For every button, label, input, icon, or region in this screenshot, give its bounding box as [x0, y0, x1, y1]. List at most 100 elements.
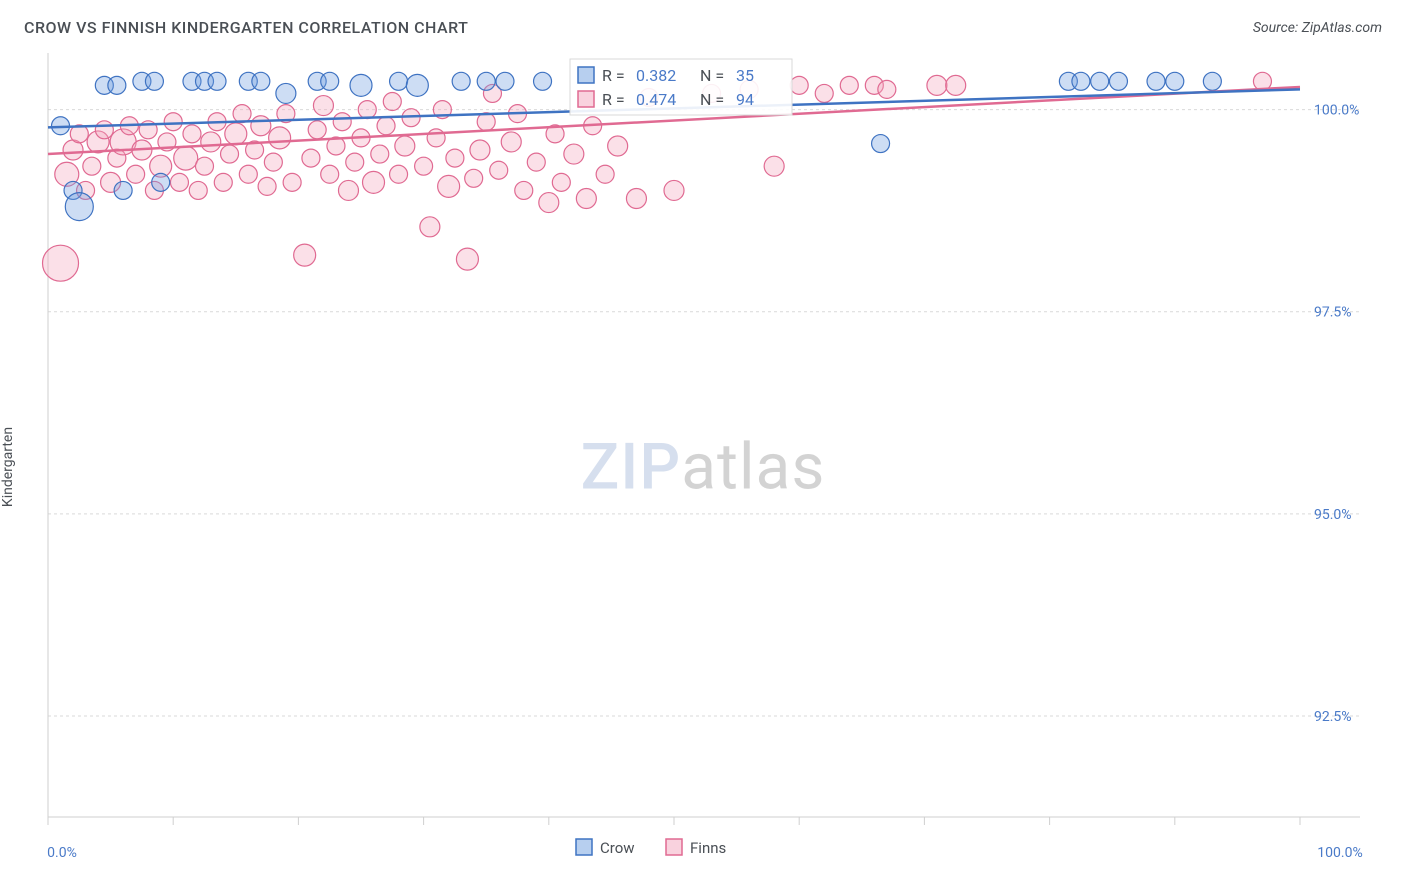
data-point [350, 74, 372, 96]
data-point [446, 149, 464, 167]
data-point [174, 146, 198, 170]
data-point [371, 145, 389, 163]
data-point [878, 80, 896, 98]
data-point [564, 144, 584, 164]
svg-text:N =: N = [700, 66, 724, 85]
data-point [251, 116, 271, 136]
scatter-chart: 100.0%97.5%95.0%92.5%0.0%100.0%R = 0.382… [0, 47, 1406, 887]
data-point [840, 76, 858, 94]
data-point [427, 129, 445, 147]
data-point [415, 157, 433, 175]
data-point [221, 145, 239, 163]
svg-text:N =: N = [700, 90, 724, 109]
data-point [189, 181, 207, 199]
data-point [152, 173, 170, 191]
y-axis-label: Kindergarten [0, 427, 16, 507]
legend-swatch [666, 839, 682, 855]
data-point [276, 83, 296, 103]
data-point [477, 72, 495, 90]
data-point [420, 217, 440, 237]
data-point [539, 193, 559, 213]
data-point [264, 153, 282, 171]
data-point [313, 96, 333, 116]
svg-text:94: 94 [736, 90, 754, 109]
data-point [170, 173, 188, 191]
data-point [346, 153, 364, 171]
data-point [65, 193, 93, 221]
legend-swatch [576, 839, 592, 855]
svg-text:100.0%: 100.0% [1317, 845, 1362, 861]
svg-text:0.0%: 0.0% [47, 845, 77, 861]
data-point [333, 113, 351, 131]
data-point [764, 156, 784, 176]
data-point [95, 121, 113, 139]
data-point [201, 132, 221, 152]
data-point [576, 189, 596, 209]
data-point [1109, 72, 1127, 90]
data-point [377, 117, 395, 135]
svg-text:0.382: 0.382 [636, 66, 676, 85]
chart-area: Kindergarten 100.0%97.5%95.0%92.5%0.0%10… [0, 47, 1406, 887]
data-point [406, 74, 428, 96]
data-point [269, 127, 291, 149]
data-point [515, 181, 533, 199]
data-point [438, 175, 460, 197]
data-point [465, 169, 483, 187]
data-point [815, 84, 833, 102]
legend-label: Crow [600, 839, 635, 857]
svg-text:35: 35 [736, 66, 754, 85]
data-point [946, 75, 966, 95]
data-point [196, 157, 214, 175]
data-point [1091, 72, 1109, 90]
data-point [294, 244, 316, 266]
data-point [452, 72, 470, 90]
data-point [43, 245, 79, 281]
chart-source: Source: ZipAtlas.com [1253, 20, 1382, 36]
data-point [664, 180, 684, 200]
data-point [208, 72, 226, 90]
svg-text:100.0%: 100.0% [1314, 103, 1359, 119]
data-point [790, 76, 808, 94]
data-point [496, 72, 514, 90]
data-point [233, 105, 251, 123]
data-point [338, 180, 358, 200]
data-point [358, 101, 376, 119]
data-point [390, 72, 408, 90]
data-point [183, 125, 201, 143]
data-point [258, 177, 276, 195]
data-point [552, 173, 570, 191]
data-point [308, 121, 326, 139]
svg-text:R =: R = [602, 66, 625, 85]
svg-text:R =: R = [602, 90, 625, 109]
data-point [302, 149, 320, 167]
data-point [321, 165, 339, 183]
data-point [927, 75, 947, 95]
data-point [456, 248, 478, 270]
svg-text:0.474: 0.474 [636, 90, 676, 109]
data-point [534, 72, 552, 90]
data-point [608, 136, 628, 156]
data-point [252, 72, 270, 90]
data-point [383, 93, 401, 111]
stats-swatch-a [578, 67, 594, 83]
chart-header: CROW VS FINNISH KINDERGARTEN CORRELATION… [0, 0, 1406, 47]
data-point [363, 171, 385, 193]
data-point [321, 72, 339, 90]
data-point [490, 161, 508, 179]
data-point [114, 181, 132, 199]
data-point [390, 165, 408, 183]
data-point [470, 140, 490, 160]
data-point [596, 165, 614, 183]
data-point [214, 173, 232, 191]
data-point [108, 76, 126, 94]
svg-text:97.5%: 97.5% [1314, 305, 1352, 321]
data-point [395, 136, 415, 156]
data-point [872, 135, 890, 153]
data-point [527, 153, 545, 171]
svg-text:95.0%: 95.0% [1314, 507, 1352, 523]
data-point [1203, 72, 1221, 90]
data-point [626, 189, 646, 209]
data-point [145, 72, 163, 90]
data-point [1166, 72, 1184, 90]
data-point [83, 157, 101, 175]
